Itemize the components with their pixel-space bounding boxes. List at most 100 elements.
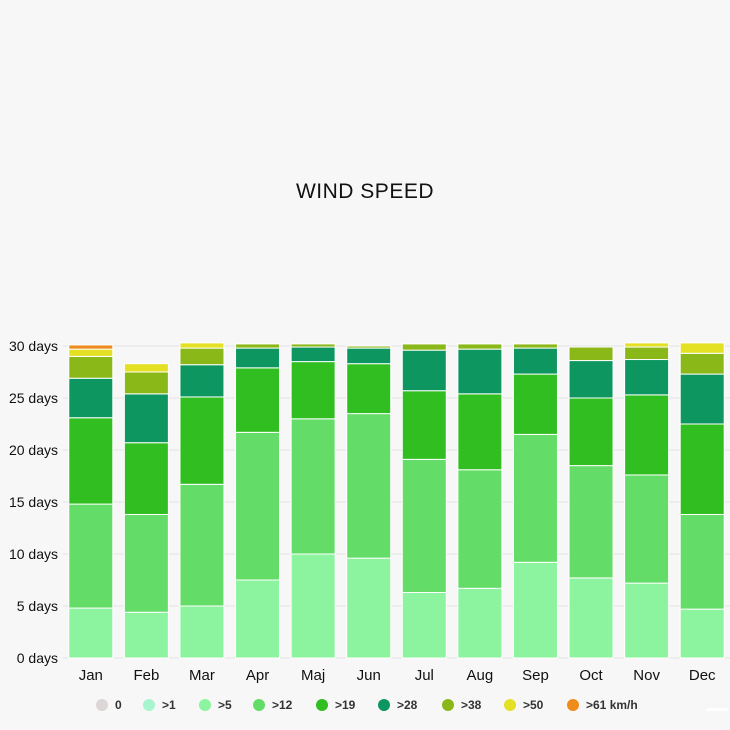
grid-lines [63, 345, 730, 659]
bar-segment [179, 342, 225, 349]
bar-segment [679, 373, 725, 425]
legend-item[interactable]: >5 [199, 697, 232, 713]
legend-item[interactable]: 0 [96, 697, 122, 713]
y-tick-label: 20 days [9, 442, 58, 458]
bar-stack-nov [624, 342, 670, 659]
bar-segment [290, 361, 336, 420]
y-tick-label: 0 days [17, 650, 58, 666]
bar-segment [290, 553, 336, 659]
bar-segment [457, 587, 503, 659]
y-tick-label: 15 days [9, 494, 58, 510]
bar-stack-maj [290, 343, 336, 659]
bar-segment [123, 363, 169, 373]
legend-label: >38 [461, 698, 482, 712]
bar-segment [512, 347, 558, 375]
bar-segment [346, 557, 392, 659]
legend-item[interactable]: >28 [378, 697, 417, 713]
legend-item[interactable]: >61 km/h [567, 697, 638, 713]
bar-segment [235, 343, 281, 349]
legend-label: 0 [115, 698, 122, 712]
x-axis-labels: Jan Feb Mar Apr Maj Jun Jul Aug Sep Oct Nov Dec [79, 667, 716, 684]
bar-segment [346, 347, 392, 365]
x-tick-label: Oct [579, 667, 603, 684]
bar-stack-oct [568, 346, 614, 659]
legend-swatch [96, 699, 108, 711]
bar-segment [512, 561, 558, 659]
bar-segment [68, 355, 114, 379]
bars [68, 342, 725, 659]
bar-segment [68, 417, 114, 505]
legend-item[interactable]: >50 [504, 697, 543, 713]
bar-segment [512, 373, 558, 435]
bar-segment [568, 465, 614, 579]
legend-label: >28 [397, 698, 418, 712]
y-tick-label: 10 days [9, 546, 58, 562]
bar-segment [457, 348, 503, 395]
legend-item[interactable]: >38 [442, 697, 481, 713]
x-tick-label: Mar [189, 667, 215, 684]
corner-mark [706, 708, 728, 711]
legend-label: >1 [162, 698, 176, 712]
bar-segment [179, 364, 225, 398]
bar-segment [679, 352, 725, 375]
bar-segment [568, 397, 614, 467]
chart-title: WIND SPEED [295, 180, 434, 203]
x-tick-label: Maj [301, 667, 325, 684]
legend-swatch [567, 699, 579, 711]
legend-swatch [504, 699, 516, 711]
x-tick-label: Jul [415, 667, 434, 684]
bar-segment [679, 608, 725, 659]
bar-segment [123, 513, 169, 613]
bar-segment [512, 433, 558, 563]
x-tick-label: Apr [246, 667, 269, 684]
bar-stack-feb [123, 363, 169, 659]
bar-segment [457, 343, 503, 350]
bar-segment [346, 345, 392, 349]
bar-stack-apr [235, 343, 281, 659]
legend-swatch [316, 699, 328, 711]
bar-segment [624, 474, 670, 584]
bar-segment [290, 343, 336, 348]
legend-label: >50 [523, 698, 544, 712]
legend-label: >5 [218, 698, 232, 712]
bar-segment [401, 390, 447, 460]
bar-segment [624, 582, 670, 659]
bar-segment [123, 442, 169, 515]
bar-segment [68, 503, 114, 609]
bar-segment [457, 393, 503, 471]
y-tick-label: 5 days [17, 598, 58, 614]
legend-swatch [199, 699, 211, 711]
legend-label: >61 km/h [586, 698, 638, 712]
bar-segment [179, 347, 225, 366]
legend-item[interactable]: >12 [253, 697, 292, 713]
bar-segment [290, 346, 336, 363]
bar-segment [235, 579, 281, 659]
y-axis-labels: 0 days 5 days 10 days 15 days 20 days 25 days… [9, 338, 58, 666]
bar-segment [679, 513, 725, 610]
bar-segment [401, 343, 447, 351]
bar-segment [68, 348, 114, 357]
legend: 0 >1 >5 >12 >19 >28 >38 >50 >61 km/h [0, 697, 730, 715]
x-tick-label: Feb [133, 667, 159, 684]
bar-stack-jul [401, 343, 447, 659]
bar-segment [68, 607, 114, 659]
bar-segment [401, 349, 447, 392]
bar-segment [290, 418, 336, 555]
bar-segment [401, 458, 447, 593]
bar-segment [568, 577, 614, 659]
y-tick-label: 30 days [9, 338, 58, 354]
bar-segment [123, 371, 169, 395]
x-tick-label: Nov [633, 667, 660, 684]
bar-stack-dec [679, 342, 725, 659]
legend-item[interactable]: >19 [316, 697, 355, 713]
x-tick-label: Aug [467, 667, 494, 684]
bar-stack-jan [68, 344, 114, 659]
bar-segment [568, 346, 614, 362]
legend-swatch [253, 699, 265, 711]
bar-stack-jun [346, 345, 392, 659]
legend-item[interactable]: >1 [143, 697, 176, 713]
bar-segment [123, 611, 169, 659]
bar-stack-aug [457, 343, 503, 659]
legend-swatch [378, 699, 390, 711]
